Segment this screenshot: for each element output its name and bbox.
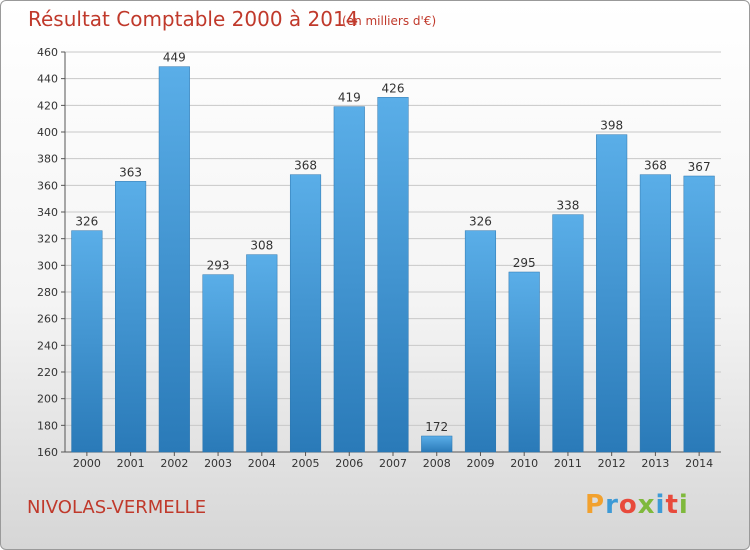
chart-unit: (en milliers d'€) xyxy=(342,14,437,28)
bar-value-label: 368 xyxy=(644,159,667,173)
bar xyxy=(333,106,365,453)
bar xyxy=(71,230,103,453)
y-tick-label: 280 xyxy=(37,286,58,299)
y-tick-labels: 160 180 200 220 240 260 280 300 320 340 360 380 400 4… xyxy=(37,46,58,459)
y-tick-label: 400 xyxy=(37,126,58,139)
bar-value-label: 367 xyxy=(688,160,711,174)
bar-value-label: 293 xyxy=(207,259,230,273)
x-tick-label: 2007 xyxy=(379,457,407,470)
x-tick-label: 2013 xyxy=(641,457,669,470)
bar xyxy=(464,230,497,453)
y-tick-label: 380 xyxy=(37,153,58,166)
bar-value-label: 172 xyxy=(425,420,448,434)
bar xyxy=(377,97,409,453)
bar-value-label: 426 xyxy=(382,81,405,95)
proxiti-logo: Proxiti xyxy=(585,490,689,520)
x-tick-label: 2009 xyxy=(466,457,494,470)
y-tick-label: 360 xyxy=(37,179,58,192)
y-tick-label: 200 xyxy=(37,393,58,406)
y-tick-label: 460 xyxy=(37,46,58,59)
bar xyxy=(552,214,584,453)
y-tick-label: 420 xyxy=(37,99,58,112)
x-tick-label: 2008 xyxy=(423,457,451,470)
bar-value-label: 338 xyxy=(556,199,579,213)
x-tick-label: 2000 xyxy=(73,457,101,470)
bar-value-label: 419 xyxy=(338,91,361,105)
y-tick-label: 300 xyxy=(37,259,58,272)
bar xyxy=(639,174,671,453)
bar xyxy=(246,254,278,453)
bar-value-label: 363 xyxy=(119,165,142,179)
x-tick-label: 2011 xyxy=(554,457,582,470)
bar-value-label: 295 xyxy=(513,256,536,270)
x-tick-label: 2003 xyxy=(204,457,232,470)
bar-value-label: 368 xyxy=(294,159,317,173)
city-name: NIVOLAS-VERMELLE xyxy=(27,497,207,518)
x-tick-label: 2001 xyxy=(117,457,145,470)
y-tick-label: 340 xyxy=(37,206,58,219)
bar xyxy=(508,271,540,453)
x-tick-labels: 2000 2001 2002 2003 2004 2005 2006 2007 2008 2009… xyxy=(73,452,713,470)
y-tick-label: 260 xyxy=(37,313,58,326)
bar-value-label: 449 xyxy=(163,51,186,65)
bar xyxy=(202,274,234,453)
value-labels: 326 363 449 293 308 368 419 426 172 326 295 338 398 3… xyxy=(75,51,710,434)
x-tick-label: 2012 xyxy=(598,457,626,470)
bar-value-label: 398 xyxy=(600,119,623,133)
bar xyxy=(115,181,147,453)
y-tick-label: 180 xyxy=(37,419,58,432)
bar-value-label: 326 xyxy=(75,215,98,229)
y-tick-label: 320 xyxy=(37,233,58,246)
y-tick-label: 240 xyxy=(37,339,58,352)
chart-title: Résultat Comptable 2000 à 2014 xyxy=(28,7,359,31)
y-tick-label: 440 xyxy=(37,73,58,86)
bars xyxy=(71,66,715,453)
bar xyxy=(596,134,628,453)
bar xyxy=(158,66,190,453)
bar xyxy=(421,435,453,453)
bar xyxy=(683,175,715,453)
x-tick-label: 2006 xyxy=(335,457,363,470)
y-tick-label: 220 xyxy=(37,366,58,379)
bar xyxy=(289,174,322,453)
bar-value-label: 308 xyxy=(250,239,273,253)
bar-value-label: 326 xyxy=(469,215,492,229)
x-tick-label: 2004 xyxy=(248,457,276,470)
x-tick-label: 2010 xyxy=(510,457,538,470)
y-tick-label: 160 xyxy=(37,446,58,459)
x-tick-label: 2005 xyxy=(292,457,320,470)
x-tick-label: 2014 xyxy=(685,457,713,470)
x-tick-label: 2002 xyxy=(160,457,188,470)
